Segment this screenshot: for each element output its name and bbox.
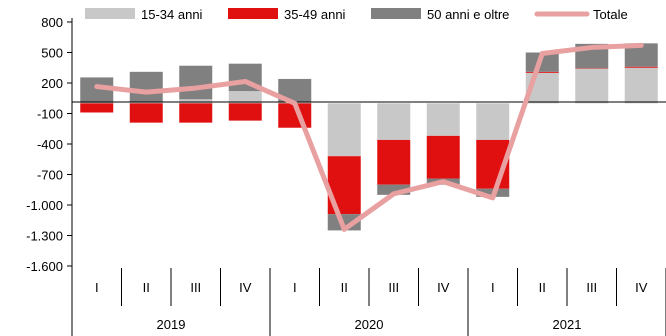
bar-35-49-anni-12 [624, 66, 658, 68]
bar-35-49-anni-4 [228, 103, 262, 121]
bar-15-34-anni-1 [80, 102, 114, 104]
bar-50-anni-e-oltre-3 [179, 65, 213, 100]
x-tick-label: I [95, 280, 99, 295]
legend-label-totale: Totale [593, 7, 628, 22]
bar-50-anni-e-oltre-12 [624, 43, 658, 67]
year-label: 2019 [157, 317, 186, 332]
bar-15-34-anni-6 [327, 103, 361, 157]
year-label: 2020 [355, 317, 384, 332]
x-tick-label: IV [635, 280, 648, 295]
x-tick-label: IV [239, 280, 252, 295]
bar-15-34-anni-12 [624, 67, 658, 104]
x-tick-label: III [190, 280, 201, 295]
legend-label-35-49-anni: 35-49 anni [284, 7, 346, 22]
bar-35-49-anni-3 [179, 103, 213, 123]
y-tick-label: -700 [37, 168, 63, 183]
y-tick-label: 500 [41, 46, 63, 61]
bars-layer [80, 43, 658, 231]
line-totale [94, 42, 644, 232]
legend-label-15-34-anni: 15-34 anni [141, 7, 203, 22]
x-tick-label: III [586, 280, 597, 295]
y-tick-label: -400 [37, 137, 63, 152]
x-tick-label: I [293, 280, 297, 295]
x-tick-label: II [341, 280, 348, 295]
bar-50-anni-e-oltre-2 [129, 71, 163, 103]
legend-swatch-15-34-anni [85, 8, 135, 19]
bar-15-34-anni-8 [426, 103, 460, 136]
bar-15-34-anni-4 [228, 91, 262, 104]
legend-swatch-35-49-anni [228, 8, 278, 19]
bar-35-49-anni-2 [129, 103, 163, 123]
year-label: 2021 [553, 317, 582, 332]
bar-35-49-anni-10 [525, 71, 559, 73]
axis-layer: 800 500 200 -100 -400 -700 -1.000 -1.300 -1.600 I… [26, 15, 666, 336]
legend-swatch-50-anni-e-oltre [371, 8, 421, 19]
bar-15-34-anni-3 [179, 99, 213, 104]
bar-50-anni-e-oltre-5 [278, 78, 312, 103]
bar-35-49-anni-7 [377, 139, 411, 185]
x-tick-label: II [143, 280, 150, 295]
x-tick-label: II [539, 280, 546, 295]
bar-35-49-anni-8 [426, 135, 460, 179]
bar-35-49-anni-1 [80, 103, 114, 113]
x-tick-label: III [388, 280, 399, 295]
bar-15-34-anni-2 [129, 102, 163, 104]
bar-35-49-anni-11 [575, 68, 609, 69]
bar-15-34-anni-7 [377, 103, 411, 140]
y-tick-label: 200 [41, 76, 63, 91]
bar-15-34-anni-9 [476, 103, 510, 140]
bar-50-anni-e-oltre-10 [525, 52, 559, 72]
y-tick-label: -1.600 [26, 259, 63, 274]
line-layer [94, 42, 644, 232]
legend-label-50-anni-e-oltre: 50 anni e oltre [427, 7, 509, 22]
x-tick-label: IV [437, 280, 450, 295]
y-tick-label: -100 [37, 107, 63, 122]
y-tick-label: -1.300 [26, 229, 63, 244]
x-tick-label: I [491, 280, 495, 295]
legend: 15-34 anni 35-49 anni 50 anni e oltre Total… [85, 7, 628, 22]
y-tick-label: 800 [41, 15, 63, 30]
bar-50-anni-e-oltre-7 [377, 184, 411, 195]
y-tick-label: -1.000 [26, 198, 63, 213]
bar-15-34-anni-11 [575, 68, 609, 104]
